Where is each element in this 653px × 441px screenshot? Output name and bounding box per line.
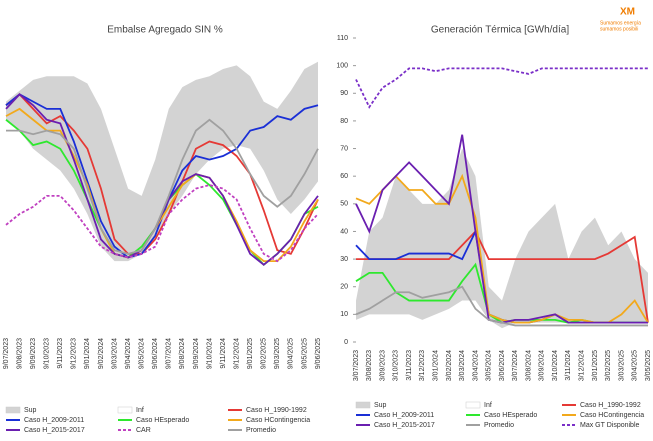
x-tick-label: 9/10/2023 bbox=[44, 338, 51, 369]
y-tick-label: 90 bbox=[340, 90, 348, 97]
y-tick-label: 30 bbox=[340, 256, 348, 263]
x-tick-label: 9/10/2024 bbox=[206, 338, 213, 369]
legend-label: Inf bbox=[484, 402, 492, 409]
legend-label: Caso HEsperado bbox=[484, 412, 537, 419]
legend-label: CAR bbox=[136, 427, 151, 434]
x-tick-label: 3/04/2025 bbox=[632, 350, 639, 381]
series-line bbox=[5, 93, 319, 255]
x-tick-label: 3/01/2024 bbox=[432, 350, 439, 381]
x-tick-label: 3/05/2024 bbox=[486, 350, 493, 381]
area bbox=[356, 300, 648, 342]
legend-label: Caso H_2015-2017 bbox=[24, 427, 85, 434]
x-tick-label: 9/06/2025 bbox=[315, 338, 322, 369]
y-tick-label: 100 bbox=[336, 62, 348, 69]
x-tick-label: 3/12/2023 bbox=[419, 350, 426, 381]
logo-line: sumamos posibili bbox=[600, 26, 638, 32]
x-tick-label: 3/12/2024 bbox=[578, 350, 585, 381]
chart-title: Embalse Agregado SIN % bbox=[107, 25, 223, 36]
x-tick-label: 9/11/2023 bbox=[57, 338, 64, 369]
x-tick-label: 9/07/2024 bbox=[166, 338, 173, 369]
x-tick-label: 9/08/2024 bbox=[179, 338, 186, 369]
y-tick-label: 40 bbox=[340, 228, 348, 235]
x-tick-label: 3/02/2024 bbox=[446, 350, 453, 381]
series-line bbox=[6, 118, 319, 255]
x-tick-label: 9/04/2024 bbox=[125, 338, 132, 369]
x-tick-label: 3/08/2023 bbox=[366, 350, 373, 381]
x-tick-label: 9/05/2024 bbox=[138, 338, 145, 369]
chart-title: Generación Térmica [GWh/día] bbox=[431, 25, 569, 36]
x-tick-label: 9/11/2024 bbox=[220, 338, 227, 369]
legend-swatch bbox=[465, 401, 481, 409]
x-tick-label: 3/08/2024 bbox=[525, 350, 532, 381]
series-line bbox=[355, 285, 648, 327]
x-tick-label: 9/03/2024 bbox=[111, 338, 118, 369]
x-tick-label: 9/01/2025 bbox=[247, 338, 254, 369]
series-line bbox=[356, 229, 649, 323]
legend-label: Sup bbox=[24, 407, 37, 414]
x-tick-label: 9/07/2023 bbox=[3, 338, 10, 369]
x-tick-label: 3/07/2024 bbox=[512, 350, 519, 381]
legend-label: Caso H_1990-1992 bbox=[246, 407, 307, 414]
x-tick-label: 9/08/2023 bbox=[16, 338, 23, 369]
legend-label: Caso HEsperado bbox=[136, 417, 189, 424]
logo-mark: XM bbox=[620, 7, 635, 18]
legend-label: Caso H_2009-2011 bbox=[24, 417, 84, 424]
series-line bbox=[355, 67, 648, 109]
x-tick-label: 9/01/2024 bbox=[84, 338, 91, 369]
legend-swatch bbox=[117, 406, 133, 414]
legend-label: Promedio bbox=[484, 422, 514, 429]
x-tick-label: 9/05/2025 bbox=[301, 338, 308, 369]
x-tick-label: 3/05/2025 bbox=[645, 350, 652, 381]
legend-label: Inf bbox=[136, 407, 144, 414]
legend-label: Caso HContingencia bbox=[246, 417, 310, 424]
x-tick-label: 3/09/2023 bbox=[379, 350, 386, 381]
x-tick-label: 3/03/2025 bbox=[618, 350, 625, 381]
legend-label: Caso HContingencia bbox=[580, 412, 644, 419]
x-tick-label: 3/01/2025 bbox=[592, 350, 599, 381]
x-tick-label: 3/04/2024 bbox=[472, 350, 479, 381]
x-tick-label: 9/02/2025 bbox=[261, 338, 268, 369]
logo-line: Sumamos energía bbox=[600, 20, 641, 26]
x-tick-label: 9/09/2023 bbox=[30, 338, 37, 369]
x-tick-label: 9/06/2024 bbox=[152, 338, 159, 369]
area bbox=[6, 119, 318, 330]
y-tick-label: 60 bbox=[340, 173, 348, 180]
legend-swatch bbox=[5, 406, 21, 414]
legend-label: Caso H_2015-2017 bbox=[374, 422, 435, 429]
x-tick-label: 3/09/2024 bbox=[539, 350, 546, 381]
logo: XM Sumamos energía sumamos posibili bbox=[600, 7, 641, 33]
x-tick-label: 3/11/2024 bbox=[565, 350, 572, 381]
x-tick-label: 3/11/2023 bbox=[406, 350, 413, 381]
y-tick-label: 70 bbox=[340, 145, 348, 152]
x-tick-label: 9/09/2024 bbox=[193, 338, 200, 369]
y-tick-label: 50 bbox=[340, 201, 348, 208]
x-tick-label: 3/02/2025 bbox=[605, 350, 612, 381]
x-tick-label: 9/12/2023 bbox=[71, 338, 78, 369]
legend-label: Caso H_1990-1992 bbox=[580, 402, 641, 409]
y-tick-label: 10 bbox=[340, 311, 348, 318]
y-tick-label: 0 bbox=[344, 339, 348, 346]
y-tick-label: 110 bbox=[337, 35, 348, 42]
legend-label: Sup bbox=[374, 402, 387, 409]
legend-label: Max GT Disponible bbox=[580, 422, 640, 429]
x-tick-label: 9/04/2025 bbox=[288, 338, 295, 369]
y-tick-label: 20 bbox=[340, 284, 348, 291]
legend-label: Caso H_2009-2011 bbox=[374, 412, 434, 419]
legend-label: Promedio bbox=[246, 427, 276, 434]
y-tick-label: 80 bbox=[340, 118, 348, 125]
x-tick-label: 9/03/2025 bbox=[274, 338, 281, 369]
area bbox=[356, 148, 648, 342]
x-tick-label: 3/10/2023 bbox=[393, 350, 400, 381]
legend-swatch bbox=[355, 401, 371, 409]
x-tick-label: 3/07/2023 bbox=[353, 350, 360, 381]
x-tick-label: 3/03/2024 bbox=[459, 350, 466, 381]
x-tick-label: 9/02/2024 bbox=[98, 338, 105, 369]
series-line bbox=[5, 184, 319, 263]
series-line bbox=[5, 107, 319, 263]
x-tick-label: 9/12/2024 bbox=[233, 338, 240, 369]
x-tick-label: 3/10/2024 bbox=[552, 350, 559, 381]
x-tick-label: 3/06/2024 bbox=[499, 350, 506, 381]
